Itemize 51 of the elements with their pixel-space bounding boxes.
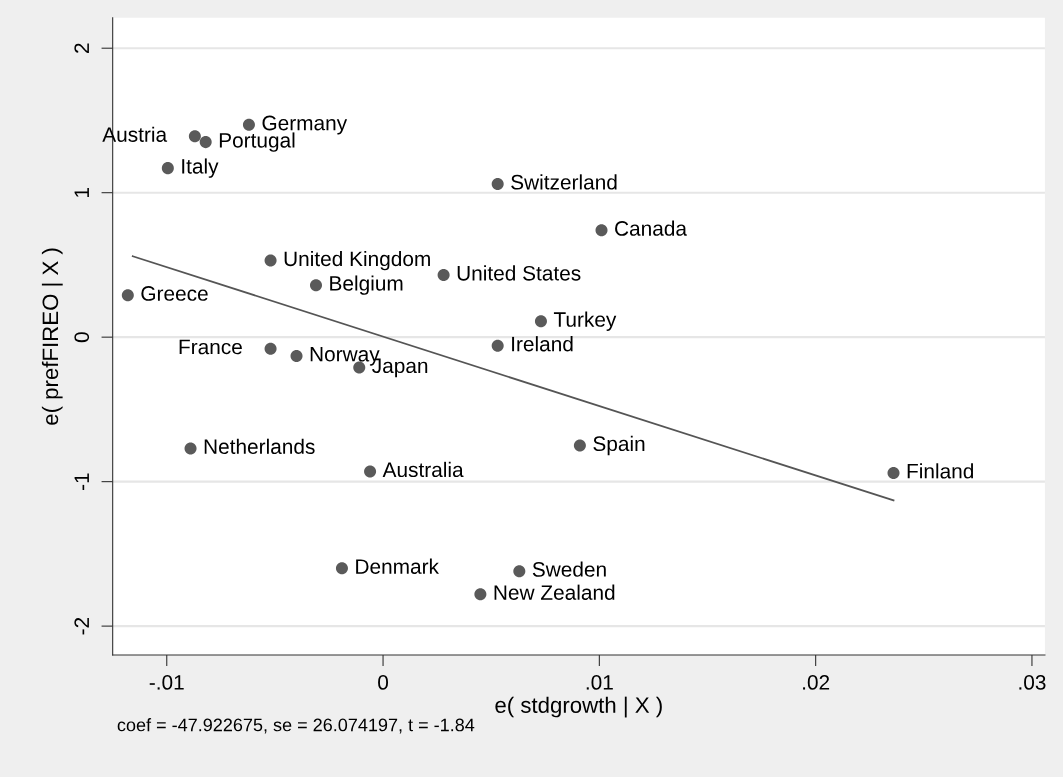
y-tick-label: -2 <box>74 617 89 635</box>
y-axis-title: e( prefFIREO | X ) <box>41 248 63 425</box>
y-tick-label: 0 <box>74 332 90 343</box>
x-tick-label: .02 <box>803 675 830 690</box>
annotation: Italy <box>182 158 219 178</box>
annotation: Ireland <box>512 336 573 352</box>
point <box>264 254 277 267</box>
x-tick-label: .01 <box>586 675 613 690</box>
point <box>491 339 504 352</box>
point <box>121 289 134 302</box>
point <box>491 178 504 191</box>
point <box>534 315 547 328</box>
x-axis-title: e( stdgrowth | X ) <box>495 696 662 718</box>
point <box>309 279 323 292</box>
annotation: Denmark <box>356 558 439 574</box>
y-tick-label: 1 <box>74 187 89 197</box>
point <box>184 442 197 455</box>
x-tick-label: -.01 <box>149 675 184 690</box>
point <box>161 162 174 175</box>
annotation: Turkey <box>553 311 617 331</box>
point <box>335 562 348 575</box>
point <box>595 224 608 237</box>
y-tick-label: -1 <box>74 473 89 490</box>
annotation: Canada <box>615 220 687 236</box>
point <box>513 565 526 578</box>
annotation: Sweden <box>532 561 606 577</box>
annotation: France <box>179 339 242 355</box>
point <box>474 588 487 601</box>
x-tick-label: .03 <box>1019 675 1046 690</box>
annotation: United States <box>457 265 581 281</box>
point <box>264 342 277 355</box>
point <box>573 439 586 452</box>
annotation: New Zealand <box>494 584 615 600</box>
point <box>290 349 303 362</box>
annotation: Spain <box>593 435 645 456</box>
text: coef = -47.922675, se = 26.074197, t = -1.84 <box>117 718 475 734</box>
annotation: Switzerland <box>511 174 617 190</box>
annotation: Finland <box>907 463 974 479</box>
annotation: Netherlands <box>204 438 315 454</box>
y-tick-label: 2 <box>74 43 89 53</box>
point <box>242 118 255 131</box>
annotation: Australia <box>382 461 464 478</box>
annotation: United Kingdom <box>284 250 430 271</box>
point <box>199 136 212 149</box>
point <box>887 466 900 479</box>
x-tick-label: 0 <box>378 675 389 690</box>
annotation: Belgium <box>330 275 403 295</box>
annotation: Greece <box>141 286 208 301</box>
point <box>364 465 377 478</box>
point <box>437 269 450 282</box>
point <box>188 130 201 143</box>
